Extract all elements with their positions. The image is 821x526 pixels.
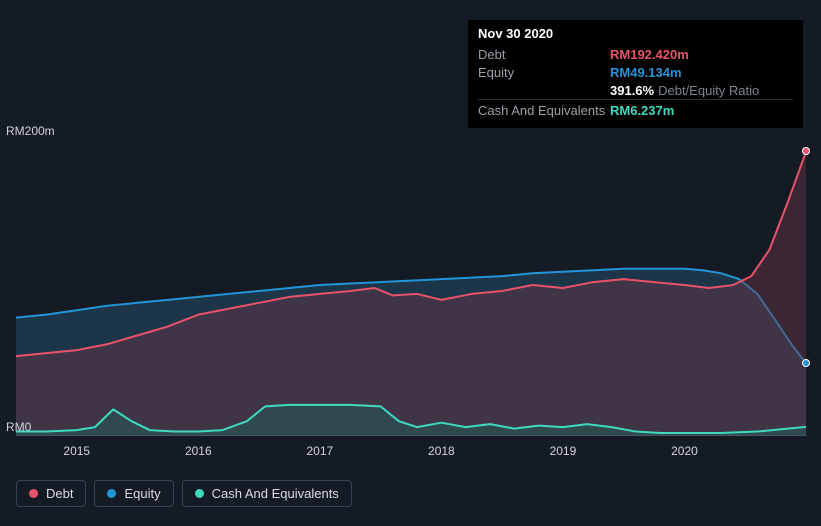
- y-tick-label: RM0: [6, 420, 56, 434]
- hover-tooltip: Nov 30 2020 DebtRM192.420mEquityRM49.134m…: [468, 20, 803, 128]
- legend-dot-icon: [107, 489, 116, 498]
- tooltip-table: DebtRM192.420mEquityRM49.134m391.6%Debt/…: [478, 45, 793, 120]
- y-tick-label: RM200m: [6, 124, 56, 138]
- hover-marker-equity: [802, 359, 810, 367]
- legend-item-debt[interactable]: Debt: [16, 480, 86, 507]
- chart-plot[interactable]: [16, 140, 806, 436]
- legend-dot-icon: [29, 489, 38, 498]
- legend-item-equity[interactable]: Equity: [94, 480, 173, 507]
- x-tick-label: 2020: [671, 444, 698, 458]
- x-tick-label: 2017: [306, 444, 333, 458]
- legend: Debt Equity Cash And Equivalents: [16, 480, 352, 507]
- tooltip-row-label: Cash And Equivalents: [478, 100, 610, 120]
- legend-item-cash[interactable]: Cash And Equivalents: [182, 480, 352, 507]
- tooltip-row-value: RM192.420m: [610, 45, 793, 63]
- tooltip-row-value: RM49.134m: [610, 63, 793, 81]
- tooltip-row-label: Equity: [478, 63, 610, 81]
- x-tick-label: 2016: [185, 444, 212, 458]
- x-tick-label: 2018: [428, 444, 455, 458]
- x-tick-label: 2019: [550, 444, 577, 458]
- legend-label: Debt: [46, 486, 73, 501]
- hover-marker-debt: [802, 147, 810, 155]
- legend-label: Equity: [124, 486, 160, 501]
- tooltip-row-value: RM6.237m: [610, 100, 793, 120]
- tooltip-row-label: [478, 81, 610, 100]
- x-tick-label: 2015: [63, 444, 90, 458]
- tooltip-row-value: 391.6%Debt/Equity Ratio: [610, 81, 793, 100]
- tooltip-row-label: Debt: [478, 45, 610, 63]
- tooltip-date: Nov 30 2020: [478, 26, 793, 41]
- legend-dot-icon: [195, 489, 204, 498]
- tooltip-row-suffix: Debt/Equity Ratio: [658, 83, 759, 98]
- legend-label: Cash And Equivalents: [212, 486, 339, 501]
